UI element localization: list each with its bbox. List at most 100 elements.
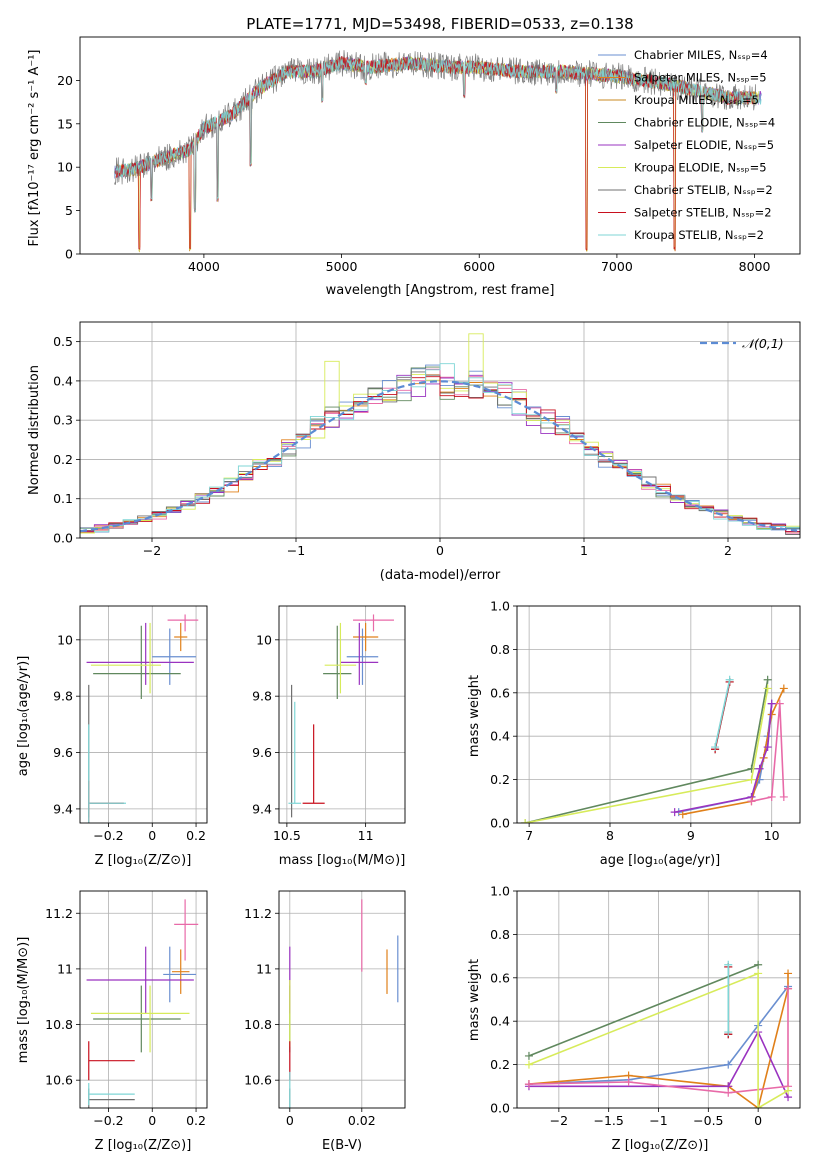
- axes-frame: [79, 36, 801, 255]
- reference-gaussian: [80, 380, 798, 533]
- weight-marker: [779, 792, 788, 801]
- plot-area: [524, 960, 793, 1108]
- x-tick-label: 8: [606, 828, 614, 843]
- x-tick-label: 0.02: [348, 1113, 376, 1128]
- axes-frame: [516, 605, 801, 824]
- weight-line: [751, 703, 785, 803]
- y-tick-label: 10: [57, 160, 73, 175]
- legend-label: Chabrier MILES, Nₛₛₚ=4: [634, 48, 768, 62]
- plot-area: [86, 899, 199, 1108]
- weight-marker: [524, 1060, 533, 1069]
- x-tick-label: 0: [754, 1113, 762, 1128]
- legend-label: Salpeter ELODIE, Nₛₛₚ=5: [634, 138, 774, 152]
- weight-marker: [724, 1028, 733, 1037]
- x-tick-label: 0: [148, 828, 156, 843]
- y-tick-label: 11: [256, 961, 272, 976]
- plot-area: [86, 614, 199, 823]
- weight-vs-age-panel: 7 8 9 10 0.0 0.2 0.4 0.6 0.8 1.0 age [log₁₀(age/y…: [467, 599, 801, 868]
- legend-label: Salpeter STELIB, Nₛₛₚ=2: [634, 206, 772, 220]
- weight-marker: [747, 775, 756, 784]
- y-tick-label: 0.4: [490, 729, 510, 744]
- weight-marker: [678, 810, 687, 819]
- spectrum-title: PLATE=1771, MJD=53498, FIBERID=0533, z=0…: [246, 15, 633, 33]
- legend-label: Kroupa STELIB, Nₛₛₚ=2: [634, 228, 764, 242]
- weight-vs-Z-panel: −2 −1.5 −1 −0.5 0 0.0 0.2 0.4 0.6 0.8 1.0 Z [log₁₀…: [467, 884, 801, 1153]
- weight-line: [528, 964, 759, 1057]
- weight-marker: [624, 1077, 633, 1086]
- y-tick-label: 0.5: [53, 334, 73, 349]
- mass-vs-Z-panel: −0.2 0 0.2 10.6 10.8 11 11.2 Z [log₁₀(Z/Z⊙)] m…: [16, 890, 208, 1153]
- age-vs-mass-xlabel: mass [log₁₀(M/M⊙)]: [279, 853, 406, 868]
- y-tick-label: 0.6: [490, 685, 510, 700]
- axes-frame: [79, 321, 801, 539]
- spectrum-line: [115, 56, 762, 212]
- y-tick-label: 11.2: [244, 906, 272, 921]
- mass-vs-Z-ylabel: mass [log₁₀(M/M⊙)]: [16, 937, 31, 1064]
- y-tick-label: 0: [65, 247, 73, 262]
- x-tick-label: 10: [764, 828, 780, 843]
- y-tick-label: 1.0: [490, 599, 510, 614]
- plot-area: [114, 50, 762, 253]
- weight-line: [714, 679, 731, 748]
- legend-label: Kroupa ELODIE, Nₛₛₚ=5: [634, 161, 767, 175]
- y-tick-label: 10.8: [244, 1017, 272, 1032]
- x-tick-label: −0.2: [93, 1113, 123, 1128]
- axes-frame: [516, 890, 801, 1109]
- y-tick-label: 9.6: [252, 745, 272, 760]
- weight-vs-age-xlabel: age [log₁₀(age/yr)]: [600, 853, 721, 868]
- y-tick-label: 10.6: [45, 1073, 73, 1088]
- y-tick-label: 0.0: [53, 531, 73, 546]
- weight-marker: [784, 984, 793, 993]
- y-tick-label: 9.8: [252, 689, 272, 704]
- spectrum-panel: PLATE=1771, MJD=53498, FIBERID=0533, z=0…: [27, 15, 801, 298]
- x-tick-label: 2: [724, 543, 732, 558]
- legend-label: 𝒩(0,1): [742, 336, 784, 351]
- y-tick-label: 0.0: [490, 816, 510, 831]
- spectrum-line: [115, 56, 759, 252]
- y-tick-label: 0.4: [490, 1014, 510, 1029]
- y-tick-label: 9.4: [252, 801, 272, 816]
- x-tick-label: −1.5: [593, 1113, 623, 1128]
- weight-marker: [763, 684, 772, 693]
- mass-vs-Z-xlabel: Z [log₁₀(Z/Z⊙)]: [95, 1138, 192, 1153]
- age-vs-Z-xlabel: Z [log₁₀(Z/Z⊙)]: [95, 853, 192, 868]
- x-tick-label: −1: [287, 543, 305, 558]
- x-tick-label: −1: [649, 1113, 667, 1128]
- y-tick-label: 0.2: [490, 772, 510, 787]
- y-tick-label: 0.4: [53, 373, 73, 388]
- weight-marker: [724, 1088, 733, 1097]
- weight-marker: [784, 969, 793, 978]
- residuals-ylabel: Normed distribution: [27, 365, 42, 495]
- x-tick-label: −2: [143, 543, 161, 558]
- weight-line: [528, 972, 789, 1108]
- weight-marker: [763, 743, 772, 752]
- plot-area: [288, 614, 394, 818]
- weight-marker: [754, 969, 763, 978]
- spectrum-xlabel: wavelength [Angstrom, rest frame]: [326, 283, 555, 298]
- x-tick-label: 8000: [739, 259, 771, 274]
- histogram-step: [80, 363, 800, 538]
- weight-vs-age-ylabel: mass weight: [467, 675, 482, 757]
- y-tick-label: 1.0: [490, 884, 510, 899]
- legend-label: Chabrier ELODIE, Nₛₛₚ=4: [634, 116, 775, 130]
- x-tick-label: 6000: [463, 259, 495, 274]
- x-tick-label: 0.2: [186, 1113, 206, 1128]
- weight-marker: [724, 960, 733, 969]
- x-tick-label: 0: [148, 1113, 156, 1128]
- plot-area: [521, 675, 788, 823]
- y-tick-label: 0.3: [53, 413, 73, 428]
- y-tick-label: 0.8: [490, 642, 510, 657]
- mass-vs-EBV-xlabel: E(B-V): [322, 1138, 362, 1153]
- legend-label: Chabrier STELIB, Nₛₛₚ=2: [634, 183, 773, 197]
- x-tick-label: 0: [286, 1113, 294, 1128]
- y-tick-label: 11: [57, 961, 73, 976]
- y-tick-label: 10: [256, 632, 272, 647]
- weight-marker: [784, 1086, 793, 1095]
- x-tick-label: −0.5: [693, 1113, 723, 1128]
- axes-frame: [79, 605, 208, 824]
- y-tick-label: 0.1: [53, 491, 73, 506]
- y-tick-label: 9.4: [53, 801, 73, 816]
- weight-marker: [524, 1051, 533, 1060]
- weight-vs-Z-xlabel: Z [log₁₀(Z/Z⊙)]: [612, 1138, 709, 1153]
